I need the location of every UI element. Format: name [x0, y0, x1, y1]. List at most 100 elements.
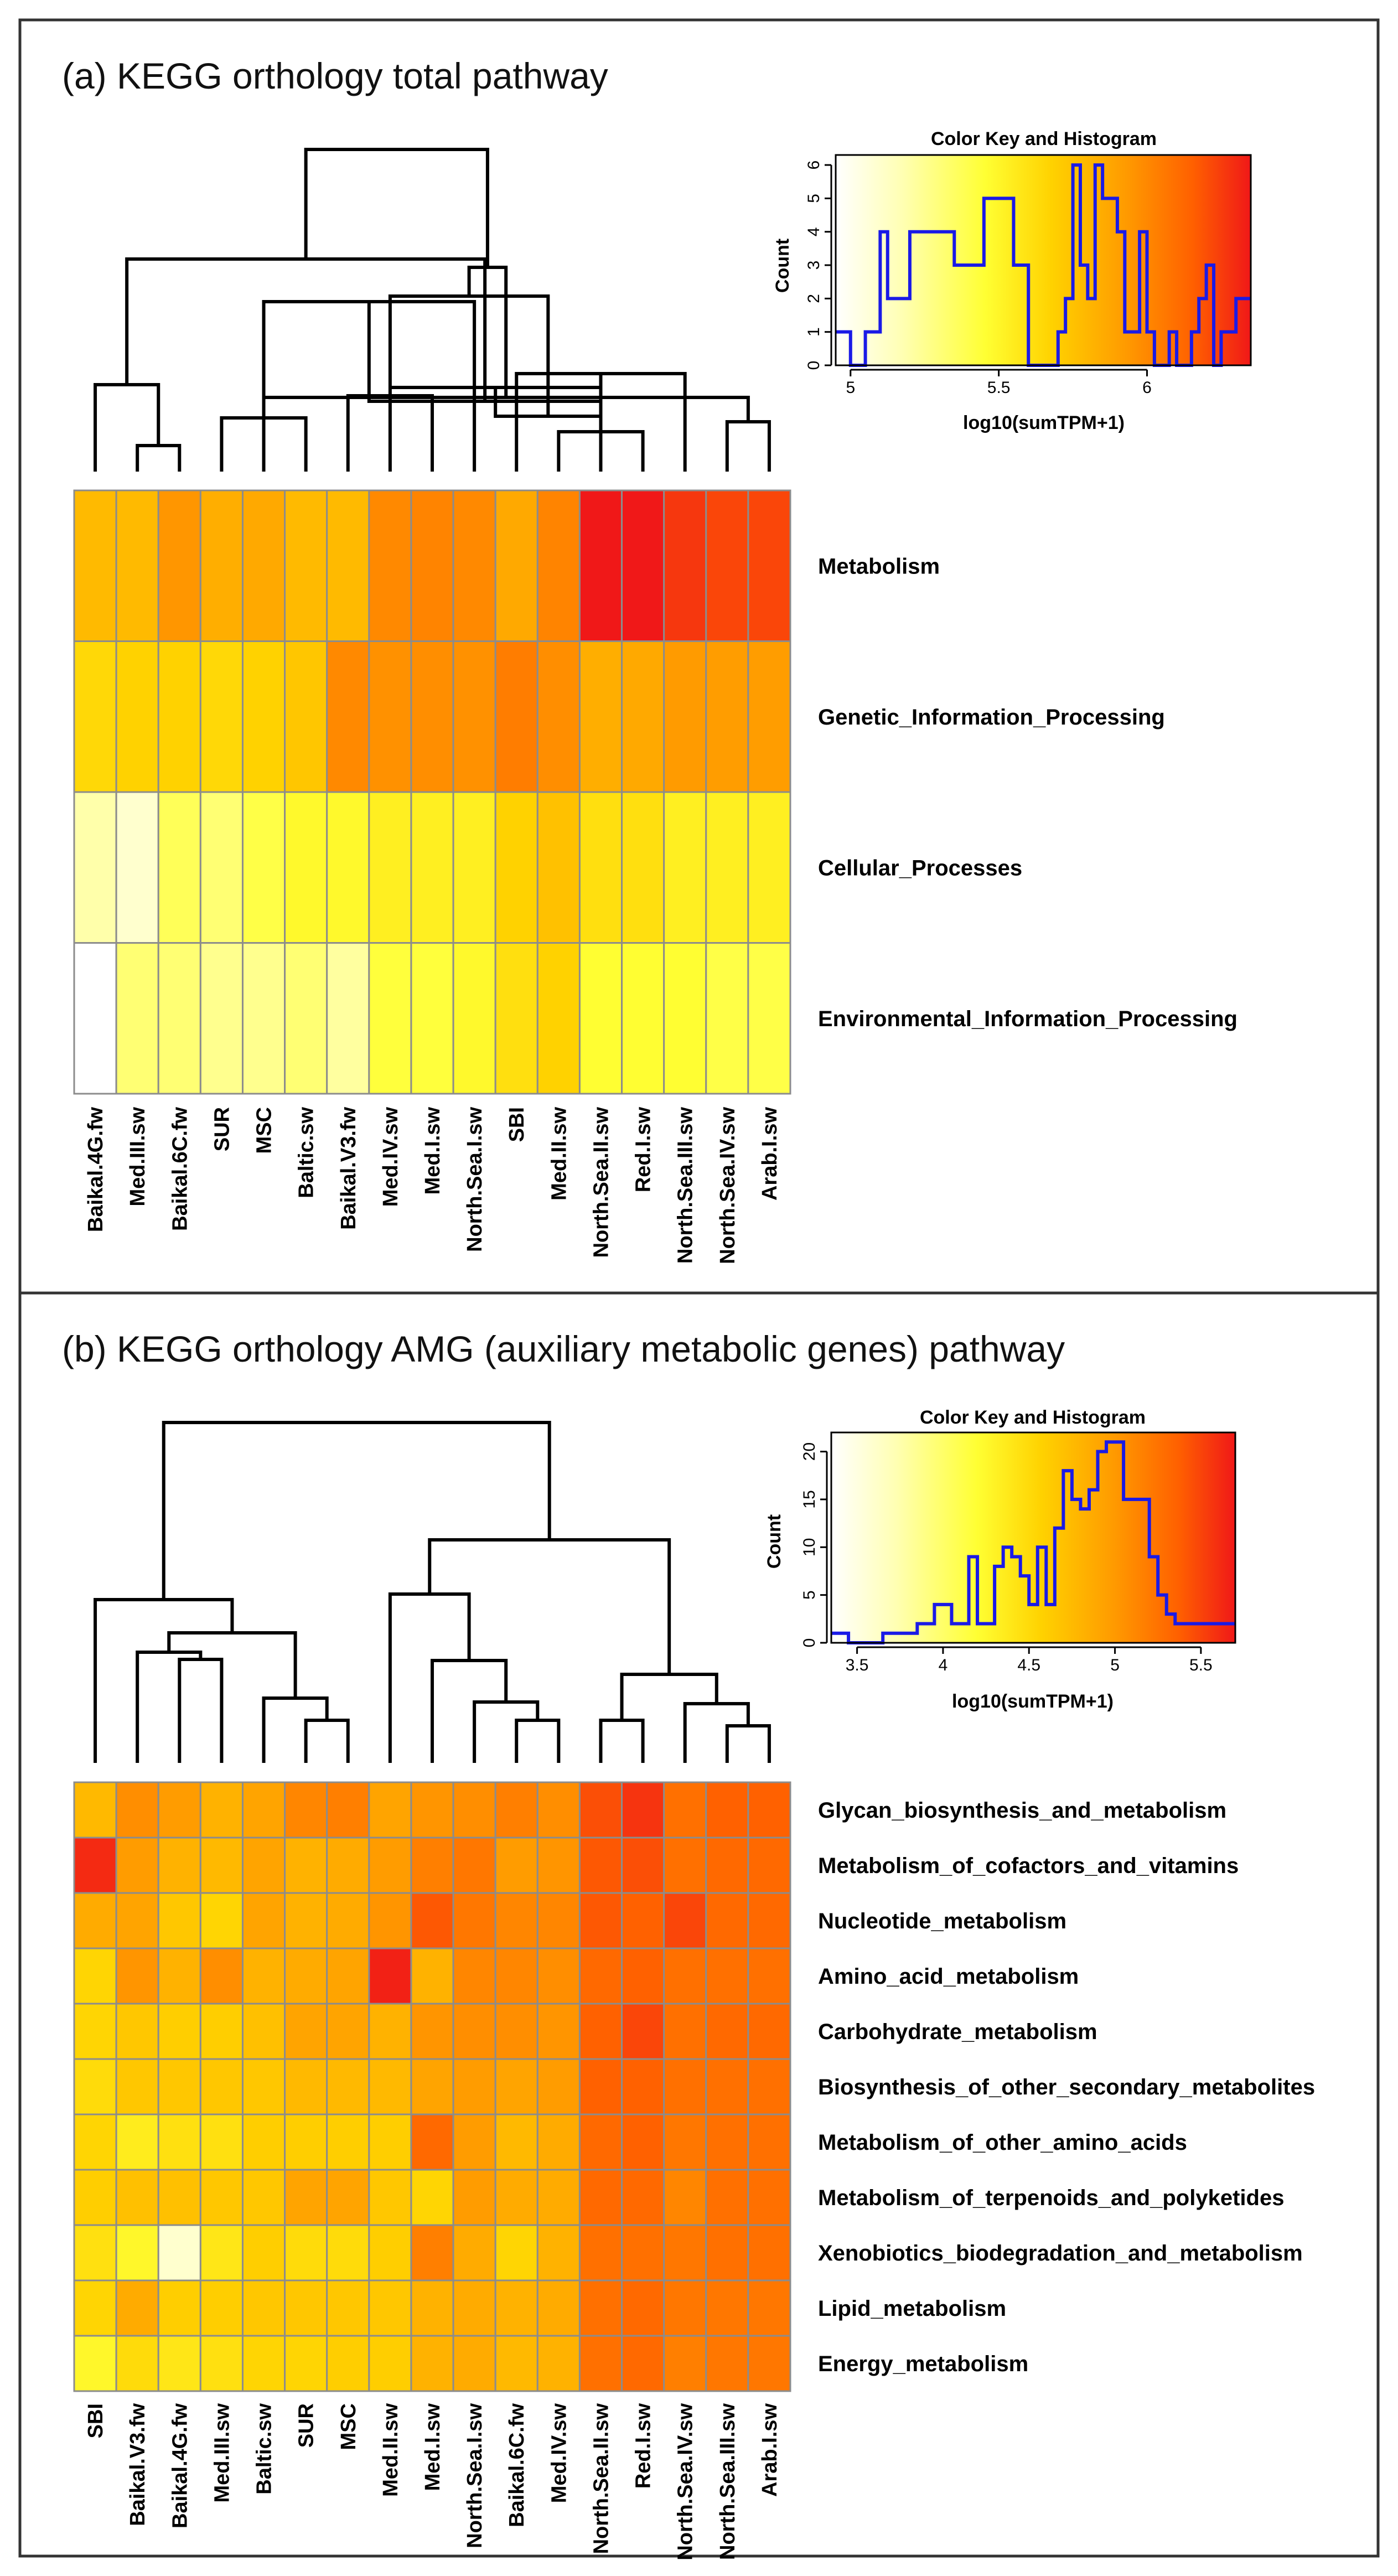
- row-label: Amino_acid_metabolism: [818, 1964, 1079, 1989]
- heatmap-cell: [410, 2279, 454, 2337]
- heatmap-cell: [663, 1892, 707, 1949]
- heatmap-cell: [368, 1892, 412, 1949]
- heatmap-cell: [452, 2224, 496, 2282]
- heatmap-cell: [747, 1947, 791, 2005]
- heatmap-cell: [536, 2003, 581, 2060]
- heatmap-cell: [368, 2224, 412, 2282]
- heatmap-cell: [747, 2113, 791, 2171]
- heatmap-cell: [157, 1837, 201, 1894]
- heatmap-cell: [494, 1892, 539, 1949]
- panel-b-key-title: Color Key and Histogram: [920, 1407, 1146, 1428]
- heatmap-cell: [578, 2058, 623, 2115]
- heatmap-cell: [326, 942, 370, 1095]
- column-label: Baikal.6C.fw: [505, 2403, 529, 2527]
- heatmap-cell: [368, 1781, 412, 1839]
- heatmap-cell: [241, 1781, 286, 1839]
- column-label: Red.I.sw: [632, 2403, 655, 2489]
- panel-b: (b) KEGG orthology AMG (auxiliary metabo…: [18, 1291, 1380, 2561]
- heatmap-cell: [284, 1947, 328, 2005]
- heatmap-cell: [536, 2279, 581, 2337]
- key-y-tick-label: 4: [805, 227, 823, 236]
- color-key-gradient: [836, 155, 1251, 365]
- heatmap-cell: [621, 2169, 665, 2226]
- heatmap-cell: [578, 2003, 623, 2060]
- row-label: Xenobiotics_biodegradation_and_metabolis…: [818, 2241, 1303, 2265]
- heatmap-cell: [621, 2279, 665, 2337]
- heatmap-cell: [452, 1781, 496, 1839]
- heatmap-cell: [326, 791, 370, 944]
- key-x-tick-label: 3.5: [846, 1656, 869, 1674]
- key-y-tick-label: 5: [805, 194, 823, 203]
- column-label: Baikal.4G.fw: [168, 2403, 191, 2528]
- heatmap-cell: [578, 2279, 623, 2337]
- panel-a-column-labels: Baikal.4G.fw Med.III.sw Baikal.6C.fw SUR MSC…: [84, 1107, 781, 1264]
- heatmap-cell: [241, 2169, 286, 2226]
- panel-b-frame: [18, 1291, 1380, 2558]
- column-label: Baikal.V3.fw: [126, 2403, 149, 2526]
- heatmap-cell: [578, 1781, 623, 1839]
- key-x-tick-label: 5: [846, 379, 855, 397]
- heatmap-cell: [73, 2113, 117, 2171]
- heatmap-cell: [494, 791, 539, 944]
- key-x-tick-label: 5.5: [987, 379, 1011, 397]
- heatmap-cell: [73, 791, 117, 944]
- heatmap-cell: [115, 2113, 159, 2171]
- key-x-tick-label: 6: [1142, 379, 1152, 397]
- heatmap-cell: [578, 791, 623, 944]
- row-label: Metabolism_of_cofactors_and_vitamins: [818, 1854, 1239, 1878]
- heatmap-cell: [705, 2058, 749, 2115]
- heatmap-cell: [368, 942, 412, 1095]
- heatmap-cell: [368, 791, 412, 944]
- heatmap-cell: [663, 1781, 707, 1839]
- heatmap-cell: [157, 1947, 201, 2005]
- heatmap-cell: [663, 2003, 707, 2060]
- heatmap-cell: [452, 1892, 496, 1949]
- column-label: Med.III.sw: [210, 2403, 234, 2503]
- panel-a: (a) KEGG orthology total pathway Metabol…: [18, 18, 1380, 1295]
- heatmap-cell: [747, 2335, 791, 2392]
- histogram-line: [831, 1440, 1235, 1644]
- column-label: Med.II.sw: [547, 1107, 571, 1201]
- column-label: Med.II.sw: [379, 2403, 402, 2497]
- heatmap-cell: [368, 2058, 412, 2115]
- heatmap-cell: [536, 640, 581, 793]
- heatmap-cell: [578, 489, 623, 642]
- key-y-tick-label: 0: [800, 1638, 819, 1648]
- heatmap-cell: [326, 1781, 370, 1839]
- heatmap-cell: [73, 1892, 117, 1949]
- heatmap-cell: [410, 2169, 454, 2226]
- heatmap-cell: [241, 2224, 286, 2282]
- heatmap-cell: [494, 2113, 539, 2171]
- heatmap-cell: [284, 1837, 328, 1894]
- heatmap-cell: [494, 640, 539, 793]
- heatmap-cell: [705, 2113, 749, 2171]
- heatmap-cell: [199, 2113, 244, 2171]
- heatmap-cell: [452, 2058, 496, 2115]
- heatmap-cell: [284, 2113, 328, 2171]
- heatmap-cell: [284, 2003, 328, 2060]
- heatmap-cell: [536, 791, 581, 944]
- heatmap-cell: [368, 640, 412, 793]
- heatmap-cell: [536, 2113, 581, 2171]
- key-y-tick-label: 10: [800, 1538, 819, 1556]
- heatmap-cell: [115, 2169, 159, 2226]
- heatmap-cell: [157, 2169, 201, 2226]
- heatmap-cell: [284, 1781, 328, 1839]
- heatmap-cell: [705, 2003, 749, 2060]
- heatmap-cell: [326, 2113, 370, 2171]
- heatmap-cell: [410, 1892, 454, 1949]
- panel-b-key-xlabel: log10(sumTPM+1): [952, 1691, 1114, 1712]
- heatmap-cell: [452, 2003, 496, 2060]
- heatmap-cell: [326, 489, 370, 642]
- row-label: Cellular_Processes: [818, 856, 1022, 880]
- heatmap-cell: [368, 2335, 412, 2392]
- heatmap-cell: [73, 2335, 117, 2392]
- heatmap-cell: [115, 791, 159, 944]
- heatmap-cell: [705, 2224, 749, 2282]
- heatmap-cell: [73, 640, 117, 793]
- row-label: Carbohydrate_metabolism: [818, 2020, 1097, 2044]
- heatmap-cell: [747, 1892, 791, 1949]
- heatmap-cell: [241, 2058, 286, 2115]
- heatmap-cell: [663, 2335, 707, 2392]
- heatmap-cell: [494, 1837, 539, 1894]
